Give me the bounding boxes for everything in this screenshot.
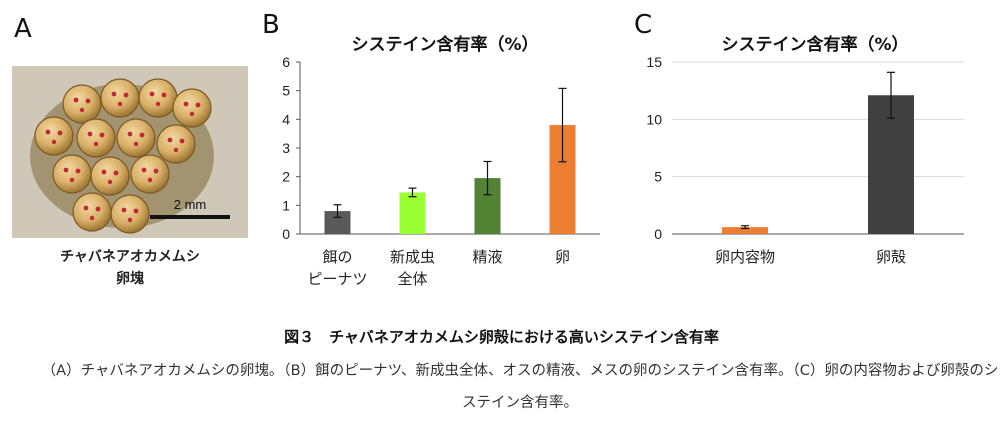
chart-c-title: システイン含有率（%）	[721, 35, 909, 55]
x-category-label: 餌の	[322, 248, 352, 266]
figure-description: （A）チャバネアオカメムシの卵塊。（B）餌のピーナツ、新成虫全体、オスの精液、メ…	[41, 363, 999, 411]
bar	[722, 227, 768, 234]
x-category-label: 卵内容物	[715, 248, 775, 266]
figure-title: 図３ チャバネアオカメムシ卵殻における高いシステイン含有率	[284, 328, 719, 346]
panel-c-letter: C	[634, 10, 653, 40]
y-tick-label: 10	[646, 111, 662, 127]
y-tick-label: 15	[646, 54, 662, 70]
egg-6	[76, 118, 116, 158]
x-category-label: 精液	[472, 248, 502, 266]
y-tick-label: 3	[282, 140, 290, 156]
egg-10	[90, 156, 130, 196]
y-tick-label: 4	[282, 111, 290, 127]
y-tick-label: 0	[654, 226, 662, 242]
photo-caption-line1: チャバネアオカメムシ	[60, 249, 200, 265]
y-tick-label: 0	[282, 226, 290, 242]
egg-8	[156, 124, 196, 164]
scale-label: 2 mm	[174, 197, 207, 212]
y-tick-label: 1	[282, 197, 290, 213]
y-tick-label: 5	[654, 169, 662, 185]
chart-b: 0 1 2 3 4 5 6 餌のピーナツ 新成虫全体 精液 卵	[282, 54, 600, 288]
x-category-label: 新成虫	[390, 248, 435, 266]
photo-caption-line2: 卵塊	[116, 271, 144, 287]
scale-bar	[150, 215, 230, 219]
panel-a-letter: A	[14, 14, 32, 44]
x-category-label: 卵殻	[876, 248, 906, 266]
x-category-label: 全体	[397, 270, 427, 288]
egg-1	[62, 84, 102, 124]
egg-mass-photo: 2 mm	[12, 66, 248, 238]
y-tick-label: 6	[282, 54, 290, 70]
panel-b-letter: B	[262, 10, 280, 40]
egg-11	[130, 154, 170, 194]
egg-13	[110, 194, 150, 234]
x-category-label: ピーナツ	[307, 270, 367, 288]
egg-mass-illustration: 2 mm	[12, 66, 248, 238]
y-tick-label: 5	[282, 83, 290, 99]
chart-c: 0 5 10 15 卵内容物 卵殻	[646, 54, 964, 266]
egg-5	[34, 116, 74, 156]
x-category-label: 卵	[555, 248, 570, 266]
bar	[324, 211, 351, 234]
egg-7	[116, 118, 156, 158]
chart-b-title: システイン含有率（%）	[351, 35, 539, 55]
bar	[399, 192, 426, 234]
y-tick-label: 2	[282, 169, 290, 185]
egg-4	[172, 88, 212, 128]
